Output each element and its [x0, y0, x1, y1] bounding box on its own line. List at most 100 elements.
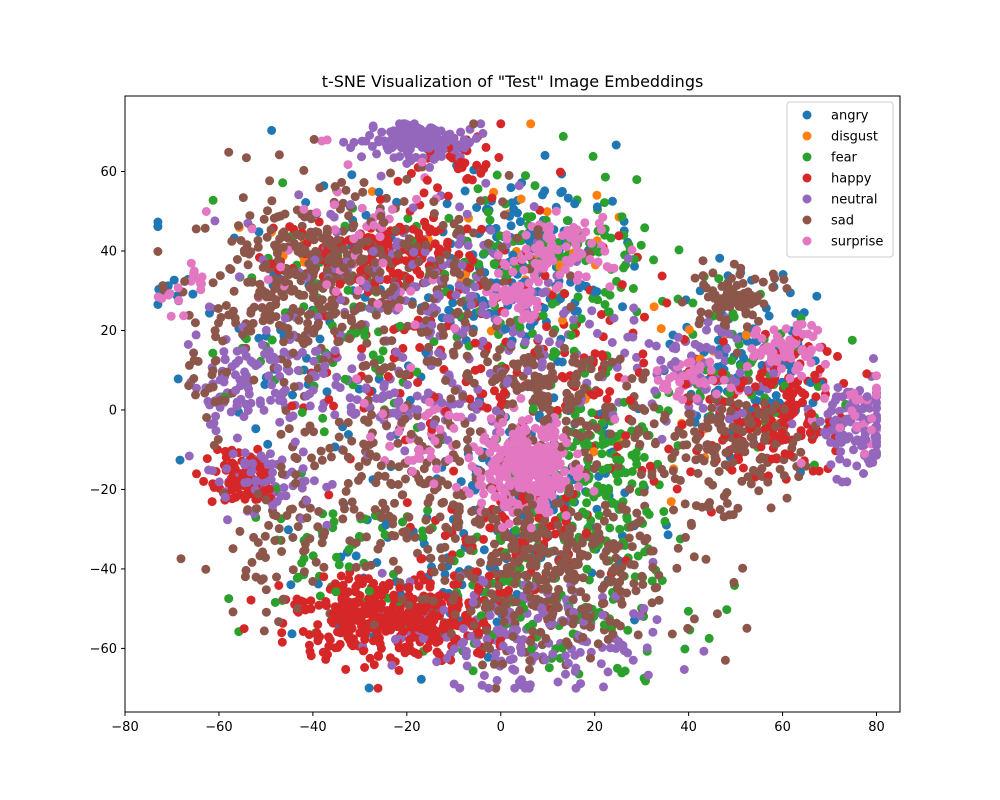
point-surprise: [692, 394, 702, 403]
point-neutral: [482, 634, 492, 644]
point-happy: [555, 167, 565, 177]
point-fear: [660, 516, 670, 526]
point-angry: [460, 186, 470, 196]
point-sad: [207, 370, 217, 380]
point-sad: [305, 503, 315, 513]
point-happy: [487, 193, 497, 203]
point-sad: [715, 312, 725, 322]
point-surprise: [815, 342, 824, 352]
point-sad: [499, 210, 509, 220]
point-neutral: [484, 683, 493, 693]
point-sad: [395, 295, 405, 305]
point-neutral: [300, 476, 310, 486]
point-disgust: [516, 194, 526, 204]
point-neutral: [679, 665, 689, 674]
point-neutral: [703, 317, 713, 327]
point-happy: [239, 624, 249, 634]
point-sad: [450, 386, 460, 395]
point-surprise: [406, 286, 416, 296]
point-neutral: [596, 659, 606, 669]
point-sad: [375, 267, 385, 277]
point-sad: [309, 267, 319, 277]
point-fear: [600, 172, 610, 182]
point-surprise: [357, 203, 367, 213]
point-happy: [373, 651, 383, 660]
point-neutral: [576, 679, 586, 689]
point-surprise: [493, 250, 503, 260]
point-sad: [386, 168, 395, 178]
point-sad: [717, 404, 727, 414]
point-surprise: [353, 286, 363, 296]
point-fear: [813, 382, 823, 391]
point-fear: [429, 337, 439, 347]
point-sad: [526, 592, 536, 602]
point-neutral: [486, 225, 496, 235]
point-sad: [734, 437, 744, 447]
point-sad: [771, 422, 780, 432]
point-happy: [246, 595, 256, 605]
point-sad: [454, 214, 464, 224]
point-happy: [328, 618, 338, 628]
point-sad: [271, 511, 281, 521]
point-neutral: [872, 437, 881, 447]
point-sad: [378, 498, 388, 508]
point-surprise: [329, 200, 339, 210]
point-angry: [322, 387, 332, 397]
point-sad: [343, 478, 353, 488]
point-sad: [533, 345, 543, 355]
point-neutral: [815, 416, 825, 426]
point-happy: [306, 596, 316, 606]
point-sad: [754, 410, 764, 420]
point-surprise: [652, 366, 662, 376]
point-sad: [201, 564, 211, 574]
point-neutral: [569, 315, 579, 325]
point-neutral: [673, 332, 683, 342]
point-sad: [704, 309, 714, 319]
point-happy: [382, 275, 392, 284]
point-sad: [462, 371, 472, 381]
point-sad: [483, 357, 493, 367]
point-happy: [404, 591, 414, 600]
point-sad: [443, 480, 453, 490]
point-fear: [601, 491, 611, 501]
point-surprise: [627, 245, 637, 255]
point-fear: [299, 554, 309, 564]
point-neutral: [472, 638, 482, 648]
point-neutral: [384, 390, 394, 400]
point-neutral: [228, 449, 238, 459]
point-happy: [789, 407, 799, 417]
point-sad: [742, 623, 752, 633]
point-sad: [436, 322, 446, 332]
point-neutral: [240, 478, 250, 488]
point-sad: [429, 197, 439, 207]
point-surprise: [186, 258, 196, 268]
point-sad: [622, 381, 632, 391]
point-sad: [502, 552, 512, 562]
point-sad: [462, 351, 472, 361]
point-sad: [334, 417, 344, 427]
point-sad: [589, 464, 599, 474]
point-happy: [192, 469, 201, 479]
point-sad: [737, 476, 747, 486]
point-fear: [607, 497, 617, 507]
point-neutral: [563, 658, 573, 668]
point-sad: [296, 231, 306, 241]
point-fear: [364, 586, 374, 596]
point-neutral: [232, 433, 242, 443]
point-fear: [582, 564, 592, 574]
point-happy: [415, 343, 425, 352]
point-fear: [297, 408, 307, 417]
point-sad: [439, 497, 449, 507]
point-neutral: [833, 383, 843, 393]
point-sad: [338, 445, 348, 455]
point-sad: [317, 455, 327, 465]
point-neutral: [240, 448, 250, 458]
point-sad: [595, 569, 605, 579]
point-neutral: [434, 348, 444, 358]
point-sad: [309, 328, 319, 338]
point-sad: [463, 435, 472, 445]
point-neutral: [268, 467, 277, 477]
point-sad: [247, 277, 257, 287]
point-sad: [450, 610, 460, 619]
point-sad: [599, 516, 609, 526]
